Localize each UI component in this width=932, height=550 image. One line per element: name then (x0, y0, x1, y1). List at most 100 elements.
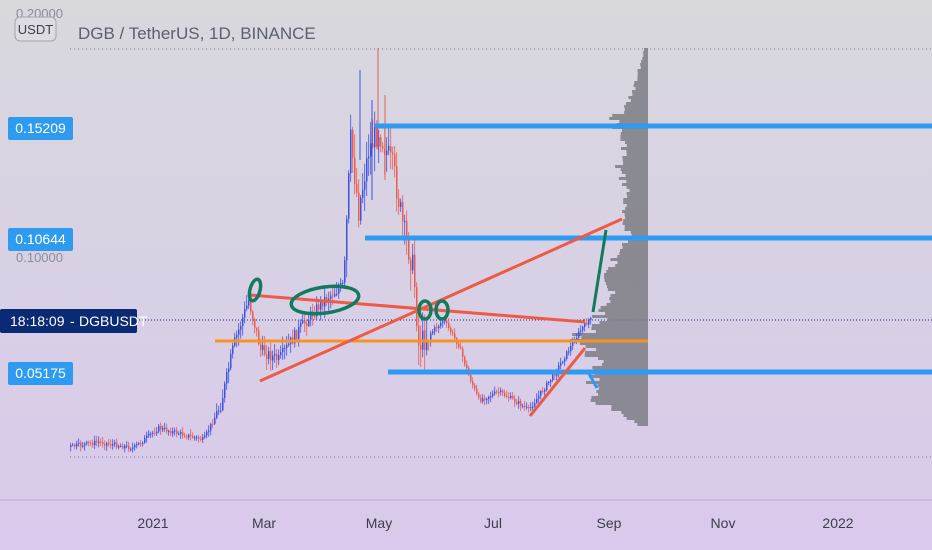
candle-body (246, 305, 248, 309)
volume-profile-bar (635, 87, 648, 90)
trend-line-short[interactable] (528, 347, 587, 417)
candle-body (88, 441, 90, 443)
candle-body (448, 323, 450, 328)
candle-body (582, 326, 584, 331)
candle-body (122, 445, 124, 449)
volume-profile-bar (622, 159, 648, 162)
candle-body (500, 390, 502, 393)
candle-body (440, 323, 442, 326)
marker-ellipse-3[interactable] (417, 299, 433, 321)
candles (70, 48, 592, 453)
candle-body (382, 146, 384, 149)
candle-body (590, 318, 592, 320)
volume-profile-bar (590, 399, 648, 402)
volume-profile-bar (608, 267, 648, 270)
volume-profile-bar (591, 396, 648, 399)
x-tick-sep: Sep (597, 515, 622, 531)
candle-body (410, 259, 412, 271)
candle-body (528, 406, 530, 408)
candle-body (540, 391, 542, 396)
candle-body (502, 390, 504, 393)
candle-body (338, 288, 340, 294)
candle-body (302, 320, 304, 323)
candle-body (578, 331, 580, 338)
volume-profile-bar (589, 375, 648, 378)
candle-body (400, 202, 402, 207)
candle-body (150, 433, 152, 435)
candle-body (560, 363, 562, 366)
candle-body (358, 192, 360, 221)
candle-body (348, 173, 350, 219)
candle-body (462, 348, 464, 357)
volume-profile-bar (620, 135, 648, 138)
candle-body (208, 430, 210, 432)
candle-body (306, 323, 308, 326)
candle-body (524, 405, 526, 407)
price-level-tag-1[interactable]: 0.15209 (8, 117, 73, 140)
volume-profile-bar (607, 285, 648, 288)
candle-body (110, 444, 112, 446)
volume-profile-bar (585, 351, 648, 354)
candle-body (530, 407, 532, 409)
marker-ellipse-1[interactable] (247, 277, 263, 303)
volume-profile-bar (626, 204, 648, 207)
volume-profile-bar (626, 150, 648, 153)
candle-body (154, 432, 156, 434)
volume-profile-bar (620, 132, 648, 135)
candle-body (276, 353, 278, 360)
candle-body (176, 430, 178, 434)
candle-body (82, 445, 84, 447)
candle-body (346, 218, 348, 261)
candle-body (298, 326, 300, 339)
candle-body (280, 352, 282, 356)
price-level-tag-3[interactable]: 0.05175 (8, 362, 73, 385)
volume-profile-bar (637, 72, 648, 75)
candle-body (116, 442, 118, 448)
candle-body (148, 433, 150, 436)
candle-body (486, 398, 488, 401)
candle-body (446, 320, 448, 323)
candle-body (108, 443, 110, 445)
candle-body (414, 254, 416, 288)
candle-body (254, 319, 256, 329)
candle-body (444, 320, 446, 322)
candle-body (408, 238, 410, 260)
symbol-price-tag[interactable]: 18:18:09 - DGBUSDT (0, 309, 148, 333)
candle-body (288, 343, 290, 345)
volume-profile-bar (615, 264, 648, 267)
volume-profile-bar (595, 330, 648, 333)
volume-profile-bar (581, 336, 648, 339)
candle-body (158, 425, 160, 432)
candle-body (404, 221, 406, 223)
marker-ellipse-4[interactable] (434, 299, 450, 321)
volume-profile-bar (623, 219, 648, 222)
candle-body (70, 445, 72, 447)
candle-body (438, 326, 440, 329)
volume-profile-bar (619, 120, 648, 123)
volume-profile-bar (611, 408, 648, 411)
x-tick-2021: 2021 (137, 515, 168, 531)
candle-body (232, 345, 234, 354)
candle-body (538, 395, 540, 399)
marker-ellipse-2[interactable] (289, 282, 361, 317)
candle-body (520, 401, 522, 407)
volume-profile-bar (623, 201, 648, 204)
currency-badge[interactable] (14, 16, 57, 42)
volume-profile-bar (628, 96, 648, 99)
price-level-tag-2[interactable]: 0.10644 (8, 228, 73, 251)
candle-body (318, 304, 320, 310)
projection-line-lower[interactable] (586, 371, 599, 389)
candle-body (332, 295, 334, 297)
candle-body (266, 354, 268, 359)
volume-profile-bar (596, 390, 648, 393)
volume-profile-bar (622, 129, 648, 132)
volume-profile-bar (595, 402, 648, 405)
volume-profile-bar (634, 420, 648, 423)
candle-body (220, 410, 222, 412)
projection-line[interactable] (591, 229, 608, 313)
candle-body (470, 374, 472, 382)
candle-body (190, 434, 192, 436)
candle-body (420, 345, 422, 350)
